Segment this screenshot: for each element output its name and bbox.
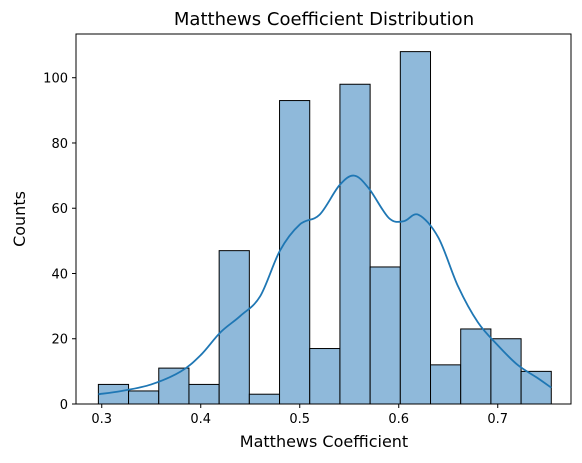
y-tick-label: 100 bbox=[43, 72, 68, 87]
plot-frame bbox=[75, 33, 572, 405]
histogram-bars bbox=[97, 51, 552, 405]
x-tick-label: 0.4 bbox=[190, 412, 211, 427]
histogram-bar bbox=[430, 364, 462, 405]
histogram-bar bbox=[369, 266, 401, 405]
histogram-bar bbox=[490, 338, 522, 405]
histogram-bar bbox=[309, 348, 341, 405]
x-axis: 0.3 0.4 0.5 0.6 0.7 bbox=[91, 404, 508, 427]
histogram-bar bbox=[399, 51, 432, 405]
histogram-bar bbox=[188, 383, 220, 405]
y-axis-title: Counts bbox=[10, 191, 29, 247]
chart-title: Matthews Coefficient Distribution bbox=[174, 9, 474, 30]
histogram-bar bbox=[460, 328, 492, 405]
histogram-bar bbox=[218, 250, 250, 405]
x-tick-label: 0.6 bbox=[388, 412, 409, 427]
x-tick-label: 0.3 bbox=[91, 412, 112, 427]
x-axis-title: Matthews Coefficient bbox=[240, 432, 408, 451]
histogram-bar bbox=[128, 390, 160, 405]
y-axis: 0 20 40 60 80 100 bbox=[43, 72, 76, 413]
kde-line bbox=[98, 174, 552, 396]
histogram-bar bbox=[158, 367, 190, 405]
y-tick-label: 0 bbox=[60, 398, 68, 413]
y-tick-label: 40 bbox=[51, 267, 68, 282]
histogram-bar bbox=[279, 100, 311, 405]
y-tick-label: 60 bbox=[51, 202, 68, 217]
x-tick-label: 0.7 bbox=[487, 412, 508, 427]
y-tick-label: 80 bbox=[51, 137, 68, 152]
histogram-bar bbox=[248, 393, 281, 405]
x-tick-label: 0.5 bbox=[289, 412, 310, 427]
y-tick-label: 20 bbox=[51, 333, 68, 348]
histogram-bar bbox=[339, 83, 371, 405]
